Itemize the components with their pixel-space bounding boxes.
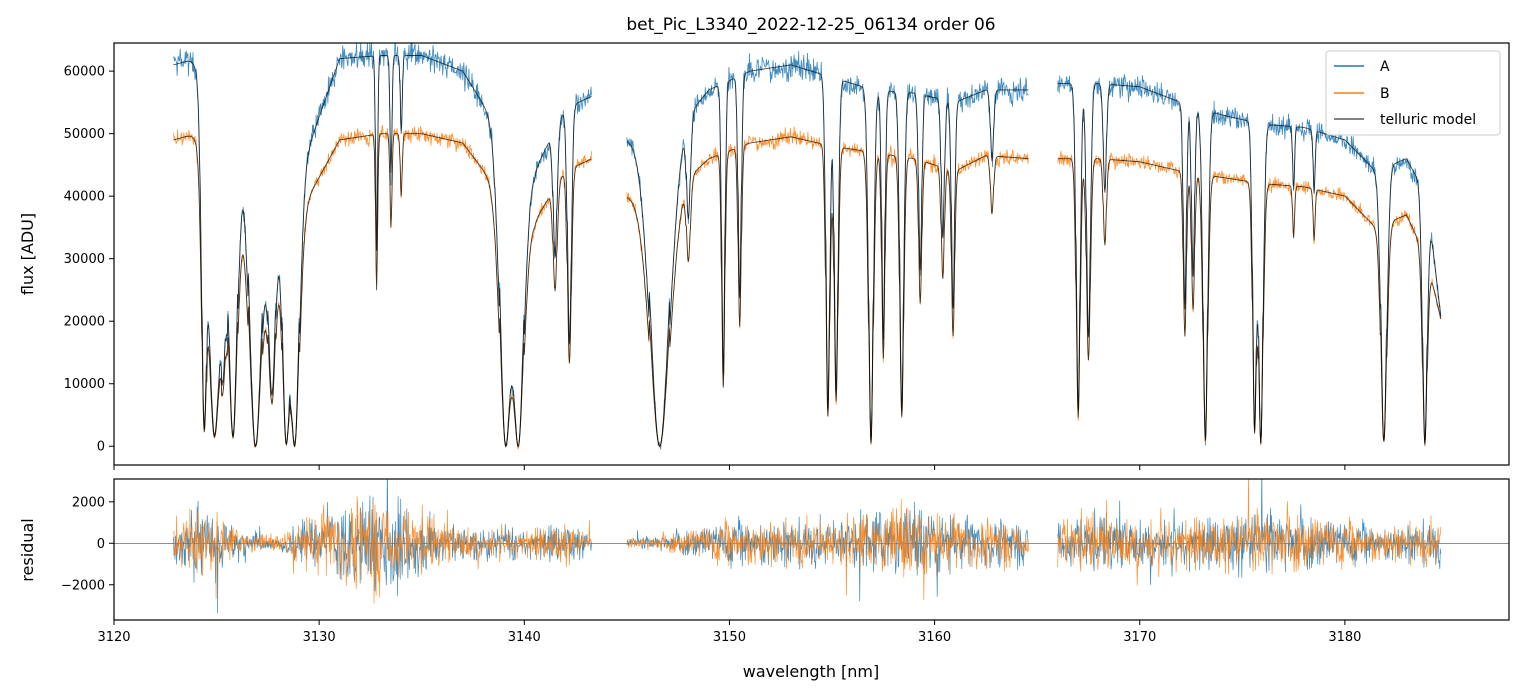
flux-y-tick-label: 10000: [64, 377, 105, 392]
legend-label-a: A: [1380, 59, 1390, 75]
flux-y-tick-label: 30000: [64, 252, 105, 267]
residual-x-tick-label: 3140: [508, 630, 541, 645]
residual-x-tick-label: 3170: [1123, 630, 1156, 645]
telluric-model-a-segment-3: [1057, 83, 1442, 444]
flux-y-tick-label: 40000: [64, 190, 105, 205]
telluric-model-b-segment-3: [1057, 158, 1442, 445]
flux-y-axis-label: flux [ADU]: [18, 213, 37, 295]
residual-y-tick-label: 2000: [72, 495, 105, 510]
flux-panel: 0 10000 20000 30000 40000 50000 60000 flux [AD…: [18, 42, 1510, 470]
legend-label-b: B: [1380, 86, 1390, 102]
flux-y-tick-label: 0: [97, 440, 105, 455]
telluric-model-a-segment-1: [173, 55, 592, 448]
flux-y-tick-label: 60000: [64, 65, 105, 80]
flux-y-tick-label: 20000: [64, 315, 105, 330]
flux-x-ticks: [113, 465, 1346, 470]
residual-axes-frame: [113, 478, 1510, 621]
residual-x-tick-label: 3160: [918, 630, 951, 645]
telluric-model-b-segment-2: [626, 136, 1029, 447]
series-b-residual-segment-3: [1057, 479, 1442, 586]
residual-x-tick-label: 3180: [1328, 630, 1361, 645]
series-a-residual-segment-3: [1057, 479, 1442, 585]
flux-axes-frame: [113, 42, 1510, 466]
series-b-residual-segment-2: [626, 499, 1029, 601]
telluric-model-b-segment-1: [173, 133, 592, 448]
residual-y-ticks: −2000 0 2000: [61, 495, 114, 593]
legend-box: [1325, 50, 1501, 136]
telluric-model-a-segment-2: [626, 64, 1029, 447]
flux-y-tick-label: 50000: [64, 127, 105, 142]
chart-title: bet_Pic_L3340_2022-12-25_06134 order 06: [626, 15, 995, 35]
residual-y-tick-label: −2000: [61, 578, 105, 593]
residual-x-tick-label: 3150: [713, 630, 746, 645]
legend: A B telluric model: [1325, 50, 1501, 136]
flux-plot-area: [173, 43, 1442, 450]
residual-x-ticks: 3120 3130 3140 3150 3160 3170 3180: [97, 620, 1361, 645]
series-b-residual-segment-1: [173, 496, 592, 604]
residual-plot-area: [114, 479, 1509, 614]
residual-y-axis-label: residual: [18, 518, 37, 581]
flux-y-ticks: 0 10000 20000 30000 40000 50000 60000: [64, 65, 114, 455]
legend-label-telluric: telluric model: [1380, 112, 1476, 128]
residual-x-tick-label: 3120: [97, 630, 130, 645]
residual-y-tick-label: 0: [97, 537, 105, 552]
residual-x-tick-label: 3130: [303, 630, 336, 645]
x-axis-label: wavelength [nm]: [743, 662, 880, 681]
series-b-flux-segment-1: [173, 125, 592, 450]
